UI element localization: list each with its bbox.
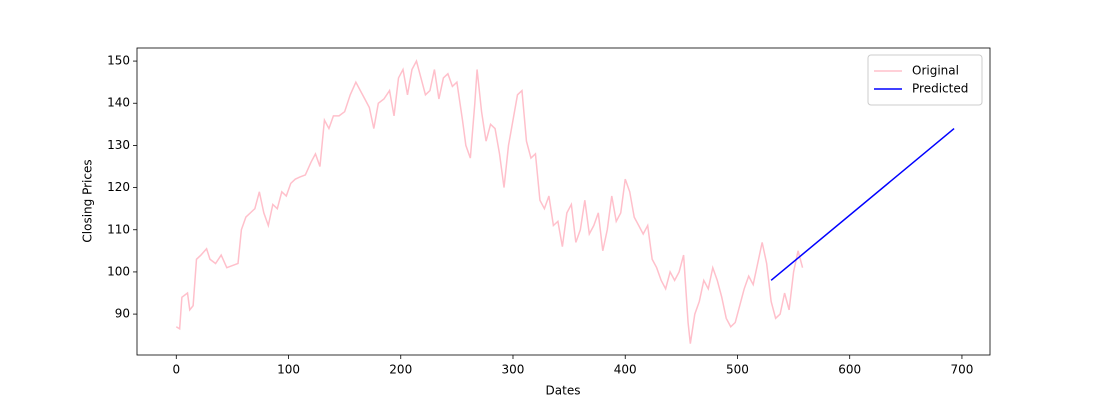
x-tick-label: 400 [614, 363, 637, 377]
y-tick-label: 90 [115, 307, 130, 321]
legend-label: Original [912, 64, 959, 78]
y-axis-label: Closing Prices [81, 159, 95, 242]
x-tick-label: 700 [950, 363, 973, 377]
series-line [770, 127, 955, 281]
y-tick-label: 150 [107, 54, 130, 68]
y-tick-label: 110 [107, 222, 130, 236]
y-tick-label: 130 [107, 138, 130, 152]
y-tick-label: 120 [107, 180, 130, 194]
x-axis-label: Dates [546, 384, 581, 398]
x-tick-label: 0 [172, 363, 180, 377]
legend-label: Predicted [912, 82, 968, 96]
y-tick-label: 100 [107, 264, 130, 278]
x-tick-label: 300 [502, 363, 525, 377]
x-tick-label: 200 [389, 363, 412, 377]
x-tick-label: 500 [726, 363, 749, 377]
x-tick-label: 100 [277, 363, 300, 377]
plot-frame [136, 47, 991, 356]
x-tick-label: 600 [838, 363, 861, 377]
y-tick-label: 140 [107, 96, 130, 110]
series-line [175, 59, 804, 344]
legend-box [867, 54, 983, 106]
